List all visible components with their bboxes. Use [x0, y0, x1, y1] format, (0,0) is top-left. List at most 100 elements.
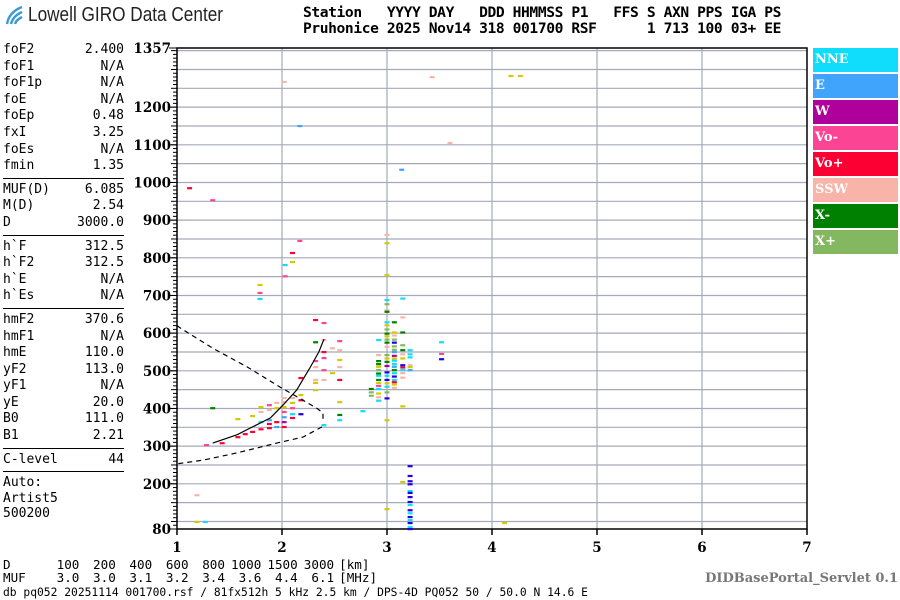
trace-point	[384, 321, 390, 324]
trace-point	[281, 410, 287, 414]
trace-point	[391, 375, 397, 378]
trace-point	[313, 360, 319, 363]
trace-point	[210, 199, 216, 202]
parameter-group: hmF2 370.6 hmF1 N/A hmE 110.0 yF2 113.0 yF1 N/A yE…	[3, 312, 124, 449]
trace-point	[407, 528, 413, 531]
parameter-value: 20.0	[92, 394, 124, 410]
trace-point	[407, 512, 413, 515]
parameter-row: fmin 1.35	[3, 158, 124, 175]
trace-point	[400, 364, 406, 367]
parameter-name: yE	[3, 394, 19, 410]
parameter-value: N/A	[100, 141, 124, 157]
trace-point	[313, 341, 319, 344]
trace-point	[407, 474, 413, 478]
trace-point	[384, 328, 390, 331]
trace-point	[407, 366, 413, 369]
y-tick-label: 1100	[133, 138, 171, 154]
header-values: Pruhonice 2025 Nov14 318 001700 RSF 1 71…	[303, 19, 782, 37]
trace-point	[384, 309, 390, 312]
trace-point	[391, 357, 397, 360]
y-tick-label: 200	[143, 477, 171, 493]
distance-value: 1500	[267, 557, 298, 572]
y-tick-label: 900	[143, 213, 171, 229]
y-tick-label: 600	[143, 326, 171, 342]
trace-point	[194, 494, 200, 497]
x-tick-label: 3	[382, 540, 391, 556]
trace-point	[407, 521, 413, 525]
parameter-row: M(D) 2.54	[3, 198, 124, 215]
parameter-row: hmE 110.0	[3, 345, 124, 362]
trace-point	[502, 521, 508, 525]
y-tick-label: 700	[143, 288, 171, 304]
parameter-name: foF1	[3, 58, 35, 74]
muf-value: 3.0	[56, 570, 80, 585]
parameter-name: h`E	[3, 271, 27, 287]
parameter-group: MUF(D) 6.085 M(D) 2.54 D 3000.0	[3, 182, 124, 236]
profile-curve-dashed	[176, 426, 323, 465]
profile-curve-dashed	[176, 325, 324, 422]
parameter-row: hmF2 370.6	[3, 312, 124, 329]
trace-point	[313, 381, 319, 385]
trace-point	[400, 480, 406, 484]
trace-point	[376, 369, 382, 372]
trace-fit-curve	[212, 338, 325, 444]
trace-point	[439, 341, 445, 344]
trace-point	[376, 363, 382, 366]
trace-point	[391, 359, 397, 362]
muf-value: 3.4	[202, 570, 225, 585]
trace-point	[384, 371, 390, 374]
parameter-value: 1.35	[92, 158, 124, 174]
trace-point	[281, 396, 287, 400]
trace-point	[257, 283, 263, 287]
autoscaling-line: Auto:	[3, 475, 43, 491]
trace-point	[187, 187, 193, 190]
distance-row: D 100 200 400 600 800 1000 1500 3000 [km…	[3, 558, 399, 571]
parameter-row: foEs N/A	[3, 142, 124, 159]
trace-point	[447, 141, 453, 145]
trace-point	[266, 419, 272, 422]
parameter-value: 2.21	[92, 428, 124, 444]
parameter-name: hmF1	[3, 328, 35, 344]
trace-point	[258, 428, 264, 431]
trace-point	[407, 515, 413, 519]
parameter-row: D 3000.0	[3, 215, 124, 232]
trace-point	[384, 310, 390, 313]
trace-point	[257, 297, 263, 301]
parameter-row: foF2 2.400	[3, 42, 124, 59]
legend-item-xplus: X+	[813, 230, 898, 254]
trace-point	[281, 416, 287, 419]
trace-point	[391, 386, 397, 389]
trace-point	[337, 349, 343, 352]
parameter-value: 312.5	[84, 238, 124, 254]
parameter-row: yE 20.0	[3, 395, 124, 412]
trace-point	[384, 324, 390, 327]
trace-point	[400, 331, 406, 334]
trace-point	[400, 405, 406, 408]
trace-point	[298, 376, 304, 380]
muf-value: 3.0	[93, 570, 116, 585]
trace-point	[290, 396, 295, 400]
trace-point	[321, 356, 327, 360]
parameter-value: 111.0	[84, 411, 124, 427]
trace-point	[376, 372, 382, 375]
parameter-row: h`F2 312.5	[3, 255, 124, 272]
muf-label: MUF	[3, 570, 26, 585]
parameter-row: hmF1 N/A	[3, 329, 124, 346]
trace-point	[376, 338, 382, 342]
trace-point	[329, 372, 335, 375]
trace-point	[407, 480, 413, 483]
trace-point	[376, 381, 382, 385]
parameter-value: 110.0	[84, 345, 124, 361]
x-tick-label: 1	[172, 540, 181, 556]
trace-point	[337, 366, 343, 369]
trace-point	[274, 407, 280, 410]
trace-point	[407, 364, 413, 367]
trace-point	[282, 275, 288, 278]
trace-point	[391, 372, 397, 375]
legend-item-ssw: SSW	[813, 178, 898, 202]
trace-point	[384, 385, 390, 388]
trace-point	[391, 354, 397, 357]
trace-point	[376, 365, 382, 368]
